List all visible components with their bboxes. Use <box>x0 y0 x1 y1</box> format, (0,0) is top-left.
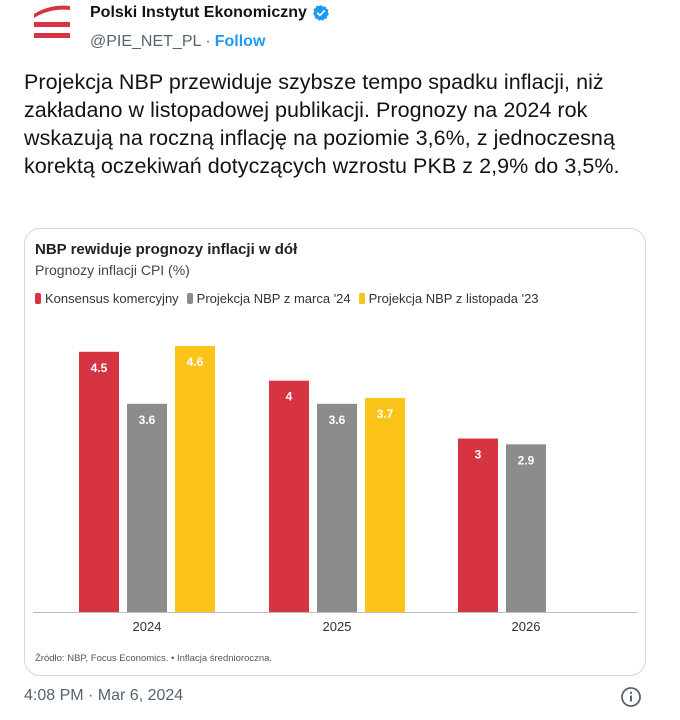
author-block: Polski Instytut Ekonomiczny @PIE_NET_PL … <box>90 3 330 52</box>
bar-label: 3.7 <box>377 407 394 421</box>
tweet-timestamp[interactable]: 4:08 PM · Mar 6, 2024 <box>24 687 184 704</box>
separator-dot: · <box>205 33 211 50</box>
bar-2024-1 <box>127 403 167 612</box>
legend-swatch <box>358 293 365 304</box>
follow-button[interactable]: Follow <box>214 33 266 50</box>
chart-subtitle: Prognozy inflacji CPI (%) <box>35 262 190 278</box>
info-icon[interactable] <box>620 686 642 708</box>
bar-label: 3 <box>475 448 482 462</box>
x-tick-label: 2024 <box>133 619 162 634</box>
legend-label: Konsensus komercyjny <box>45 291 179 306</box>
chart-legend: Konsensus komercyjny Projekcja NBP z mar… <box>35 291 547 306</box>
chart-source: Źródło: NBP, Focus Economics. • Inflacja… <box>35 653 273 664</box>
bar-2025-0 <box>269 380 309 612</box>
legend-item-consensus: Konsensus komercyjny <box>35 291 179 306</box>
bar-2025-1 <box>317 403 357 612</box>
legend-item-nbp-march: Projekcja NBP z marca '24 <box>186 291 351 306</box>
legend-swatch <box>35 293 41 304</box>
bar-2024-0 <box>79 351 119 612</box>
bar-2024-2 <box>175 346 215 612</box>
bar-label: 3.6 <box>329 413 346 427</box>
pie-logo-icon[interactable] <box>20 2 76 50</box>
author-name[interactable]: Polski Instytut Ekonomiczny <box>90 4 307 21</box>
bar-label: 4.6 <box>187 355 204 369</box>
chart-title: NBP rewiduje prognozy inflacji w dół <box>35 241 298 258</box>
legend-label: Projekcja NBP z marca '24 <box>196 291 351 306</box>
tweet-text: Projekcja NBP przewiduje szybsze tempo s… <box>24 70 620 178</box>
legend-item-nbp-november: Projekcja NBP z listopada '23 <box>358 291 539 306</box>
verified-badge-icon <box>312 4 330 22</box>
bar-label: 2.9 <box>518 453 535 467</box>
legend-label: Projekcja NBP z listopada '23 <box>368 291 539 306</box>
bar-label: 4.5 <box>91 361 108 375</box>
bar-2026-1 <box>506 444 546 612</box>
bar-2025-2 <box>365 398 405 612</box>
x-tick-label: 2026 <box>512 619 541 634</box>
x-tick-label: 2025 <box>323 619 352 634</box>
author-handle[interactable]: @PIE_NET_PL <box>90 33 202 50</box>
bar-2026-0 <box>458 438 498 612</box>
bar-chart: 4.5 3.6 4.6 2024 4 3.6 3.7 2025 3 2.9 2026 <box>33 346 637 634</box>
bar-label: 4 <box>286 390 293 404</box>
bar-label: 3.6 <box>139 413 156 427</box>
chart-card[interactable]: NBP rewiduje prognozy inflacji w dół Pro… <box>24 228 646 676</box>
legend-swatch <box>186 293 193 304</box>
